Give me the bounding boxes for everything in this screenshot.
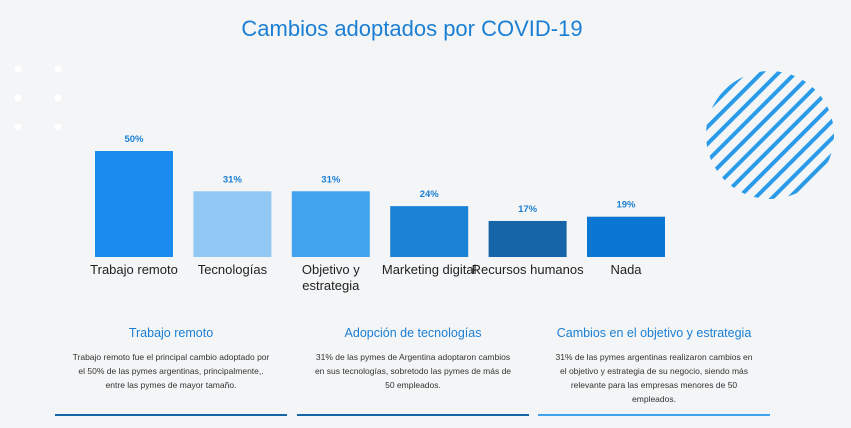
x-tick-label: Marketing digital xyxy=(381,262,477,277)
x-tick-label: Recursos humanos xyxy=(471,262,584,277)
value-label: 17% xyxy=(518,204,538,215)
bar xyxy=(193,191,272,257)
x-tick-label: Trabajo remoto xyxy=(90,262,178,277)
bar xyxy=(587,216,665,257)
value-label: 50% xyxy=(124,134,144,145)
value-label: 31% xyxy=(223,174,243,185)
divider xyxy=(55,414,287,416)
divider xyxy=(538,414,770,416)
card: Trabajo remoto Trabajo remoto fue el pri… xyxy=(55,326,287,392)
bar xyxy=(488,220,567,257)
bar xyxy=(291,191,370,257)
chart-title: Cambios adoptados por COVID-19 xyxy=(241,16,583,41)
card-text: Trabajo remoto fue el principal cambio a… xyxy=(72,352,270,390)
card: Cambios en el objetivo y estrategia 31% … xyxy=(538,326,770,406)
value-label: 19% xyxy=(616,200,636,211)
x-tick-label: Nada xyxy=(610,262,642,277)
bar xyxy=(390,206,469,257)
card-title: Trabajo remoto xyxy=(128,326,214,340)
x-tick-label: Tecnologías xyxy=(197,262,268,277)
card-text: 31% de las pymes argentinas realizaron c… xyxy=(555,352,753,404)
card-text: 31% de las pymes de Argentina adoptaron … xyxy=(314,352,512,390)
divider xyxy=(297,414,529,416)
card-title: Cambios en el objetivo y estrategia xyxy=(556,326,752,340)
x-tick-label: Objetivo y estrategia xyxy=(301,262,360,293)
bar xyxy=(95,151,173,257)
card: Adopción de tecnologías 31% de las pymes… xyxy=(297,326,529,392)
value-label: 24% xyxy=(420,189,440,200)
decor-dots xyxy=(14,65,62,131)
value-label: 31% xyxy=(321,174,341,185)
decor-circle xyxy=(706,71,834,199)
card-title: Adopción de tecnologías xyxy=(344,326,482,340)
